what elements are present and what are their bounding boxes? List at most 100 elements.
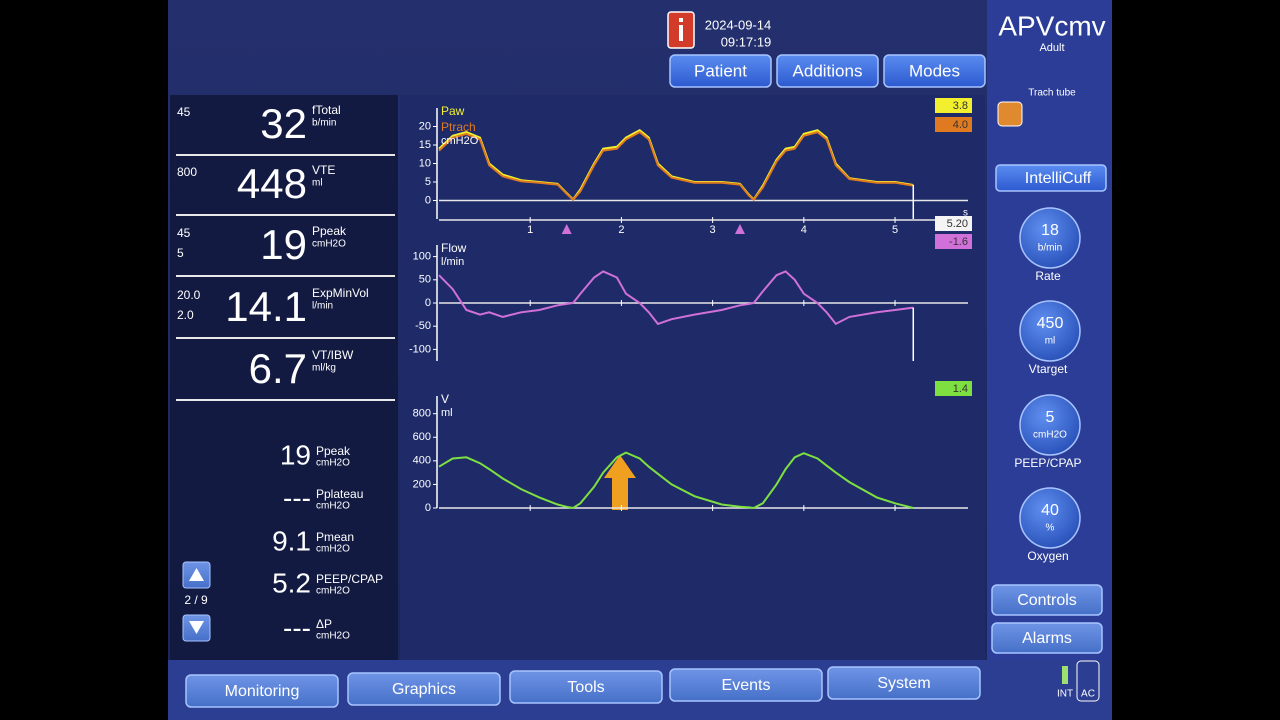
readout-unit: ml/kg (312, 363, 336, 374)
series-name: Ptrach (441, 120, 476, 134)
setting-name: Vtarget (1029, 362, 1068, 376)
setting-value: 450 (1037, 315, 1064, 332)
page-up-arrow (189, 568, 204, 581)
setting-knob[interactable] (1019, 487, 1081, 549)
setting-value: 40 (1041, 502, 1059, 519)
chart-unit: ml (441, 407, 453, 419)
setting-unit: ml (1045, 336, 1056, 347)
alarm-limit: 45 (177, 226, 191, 240)
alarm-limit: 800 (177, 165, 197, 179)
ac-label: AC (1081, 689, 1095, 700)
int-label: INT (1057, 689, 1073, 700)
x-tick-label: 3 (710, 224, 716, 236)
int-indicator (1062, 666, 1068, 684)
secondary-name: Ppeak (316, 444, 351, 458)
secondary-name: ΔP (316, 617, 332, 631)
alarm-limit: 20.0 (177, 288, 201, 302)
x-tick-label: 1 (527, 224, 533, 236)
top-tab-label: Patient (694, 61, 747, 80)
info-icon-bar (679, 25, 683, 41)
info-icon-dot (679, 18, 683, 22)
readout-value: 448 (237, 160, 307, 207)
top-tab-label: Modes (909, 61, 960, 80)
intellicuff-button[interactable] (995, 164, 1107, 192)
bottom-tab-label: Graphics (392, 681, 456, 698)
setting-name: Rate (1035, 269, 1061, 283)
y-tick-label: 20 (419, 120, 431, 132)
side-button[interactable] (991, 584, 1103, 616)
cursor-time-box (935, 216, 972, 231)
bottom-tab-label: System (877, 675, 930, 692)
cursor-box (935, 234, 972, 249)
readout-value: 32 (260, 100, 307, 147)
setting-unit: b/min (1038, 243, 1062, 254)
readout-name: VT/IBW (312, 348, 354, 362)
secondary-name: PEEP/CPAP (316, 572, 383, 586)
alarm-limit: 2.0 (177, 308, 194, 322)
setting-name: Oxygen (1027, 549, 1068, 563)
secondary-unit: cmH2O (316, 544, 350, 555)
bottom-tab-label: Monitoring (225, 683, 300, 700)
secondary-value: --- (283, 482, 311, 513)
trach-icon[interactable] (997, 101, 1023, 127)
setting-unit: % (1046, 523, 1055, 534)
trach-label: Trach tube (1028, 88, 1076, 99)
graph-panel (400, 95, 985, 660)
bottom-tab[interactable] (509, 670, 663, 704)
annotation-arrow (604, 455, 636, 510)
setting-knob[interactable] (1019, 300, 1081, 362)
y-tick-label: 15 (419, 139, 431, 151)
y-tick-label: 400 (413, 455, 431, 467)
page-indicator: 2 / 9 (184, 593, 208, 607)
series-name: V (441, 392, 449, 406)
date: 2024-09-14 (705, 17, 772, 32)
readout-unit: cmH2O (312, 239, 346, 250)
top-tab[interactable] (669, 54, 772, 88)
bottom-tab[interactable] (827, 666, 981, 700)
readout-name: fTotal (312, 103, 341, 117)
secondary-value: 19 (280, 439, 311, 470)
y-tick-label: 10 (419, 157, 431, 169)
secondary-value: 5.2 (272, 567, 311, 598)
bottom-tab-label: Tools (567, 679, 604, 696)
page-down-arrow (189, 621, 204, 634)
bottom-tab[interactable] (347, 672, 501, 706)
waveform-line (438, 270, 914, 326)
cursor-value: 4.0 (953, 119, 968, 131)
side-button-label: Controls (1017, 592, 1077, 609)
cursor-value: 1.4 (953, 383, 968, 395)
y-tick-label: 800 (413, 408, 431, 420)
setting-knob[interactable] (1019, 394, 1081, 456)
time-unit: s (963, 208, 968, 219)
cursor-value: -1.6 (949, 236, 968, 248)
cursor-box (935, 117, 972, 132)
cursor-time: 5.20 (947, 218, 968, 230)
trigger-marker (734, 224, 745, 234)
bottom-tab[interactable] (669, 668, 823, 702)
side-button[interactable] (991, 622, 1103, 654)
bottom-tab[interactable] (185, 674, 339, 708)
x-tick-label: 5 (892, 224, 898, 236)
ac-indicator (1076, 660, 1100, 702)
setting-knob[interactable] (1019, 207, 1081, 269)
readout-value: 6.7 (249, 345, 307, 392)
bottom-tab-label: Events (722, 677, 771, 694)
x-tick-label: 2 (618, 224, 624, 236)
secondary-value: 9.1 (272, 525, 311, 556)
secondary-unit: cmH2O (316, 631, 350, 642)
patient-type: Adult (1039, 42, 1064, 54)
secondary-unit: cmH2O (316, 501, 350, 512)
top-tab[interactable] (883, 54, 986, 88)
readout-name: ExpMinVol (312, 286, 369, 300)
top-tab[interactable] (776, 54, 879, 88)
y-tick-label: 0 (425, 297, 431, 309)
time: 09:17:19 (721, 34, 772, 49)
readout-unit: l/min (312, 301, 333, 312)
readout-name: VTE (312, 163, 335, 177)
top-tab-label: Additions (793, 61, 863, 80)
secondary-unit: cmH2O (316, 458, 350, 469)
setting-value: 5 (1046, 409, 1055, 426)
mode: APVcmv (998, 10, 1105, 41)
setting-name: PEEP/CPAP (1014, 456, 1081, 470)
setting-value: 18 (1041, 222, 1059, 239)
